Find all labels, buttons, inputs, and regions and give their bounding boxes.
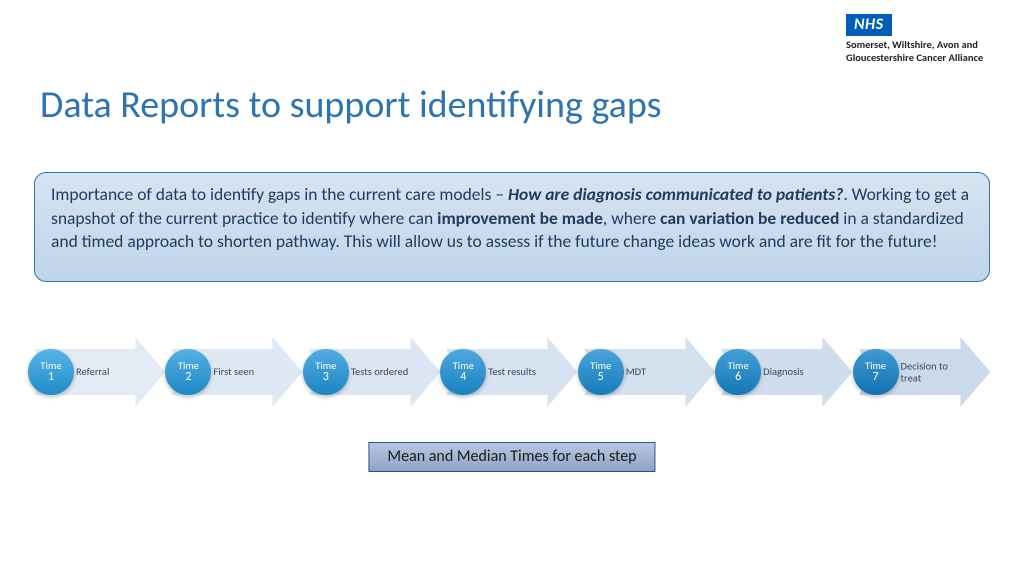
nhs-badge: NHS bbox=[846, 14, 892, 36]
timeline-step: Time1Referral bbox=[34, 337, 165, 407]
time-circle: Time7 bbox=[853, 349, 899, 395]
time-circle-number: 4 bbox=[460, 371, 466, 384]
time-circle: Time1 bbox=[28, 349, 74, 395]
time-circle-number: 3 bbox=[323, 371, 329, 384]
info-text-1: Importance of data to identify gaps in t… bbox=[51, 183, 508, 205]
timeline-step: Time5MDT bbox=[584, 337, 715, 407]
time-circle-number: 5 bbox=[598, 371, 604, 384]
timeline-step: Time3Tests ordered bbox=[309, 337, 440, 407]
step-label: MDT bbox=[626, 366, 695, 378]
info-text-3: , where bbox=[603, 207, 660, 229]
caption-box: Mean and Median Times for each step bbox=[368, 442, 655, 472]
step-label: First seen bbox=[213, 366, 282, 378]
time-circle-number: 1 bbox=[48, 371, 54, 384]
time-circle: Time3 bbox=[303, 349, 349, 395]
timeline: Time1ReferralTime2First seenTime3Tests o… bbox=[34, 330, 990, 414]
time-circle: Time4 bbox=[440, 349, 486, 395]
timeline-step: Time2First seen bbox=[171, 337, 302, 407]
info-strong-2: can variation be reduced bbox=[660, 207, 839, 229]
info-strong-1: improvement be made bbox=[437, 207, 603, 229]
time-circle: Time6 bbox=[715, 349, 761, 395]
timeline-step: Time6Diagnosis bbox=[721, 337, 852, 407]
org-logo: NHS Somerset, Wiltshire, Avon and Glouce… bbox=[846, 14, 996, 64]
timeline-step: Time7Decision to treat bbox=[859, 337, 990, 407]
info-em-1: How are diagnosis communicated to patien… bbox=[508, 183, 843, 205]
timeline-step: Time4Test results bbox=[446, 337, 577, 407]
time-circle-number: 7 bbox=[872, 371, 878, 384]
info-panel: Importance of data to identify gaps in t… bbox=[34, 172, 990, 282]
step-label: Decision to treat bbox=[901, 360, 970, 383]
page-title: Data Reports to support identifying gaps bbox=[40, 82, 662, 128]
time-circle-number: 2 bbox=[185, 371, 191, 384]
time-circle-number: 6 bbox=[735, 371, 741, 384]
step-label: Test results bbox=[488, 366, 557, 378]
time-circle: Time5 bbox=[578, 349, 624, 395]
step-label: Tests ordered bbox=[351, 366, 420, 378]
step-label: Diagnosis bbox=[763, 366, 832, 378]
org-subtitle: Somerset, Wiltshire, Avon and Gloucester… bbox=[846, 39, 996, 64]
time-circle: Time2 bbox=[165, 349, 211, 395]
step-label: Referral bbox=[76, 366, 145, 378]
